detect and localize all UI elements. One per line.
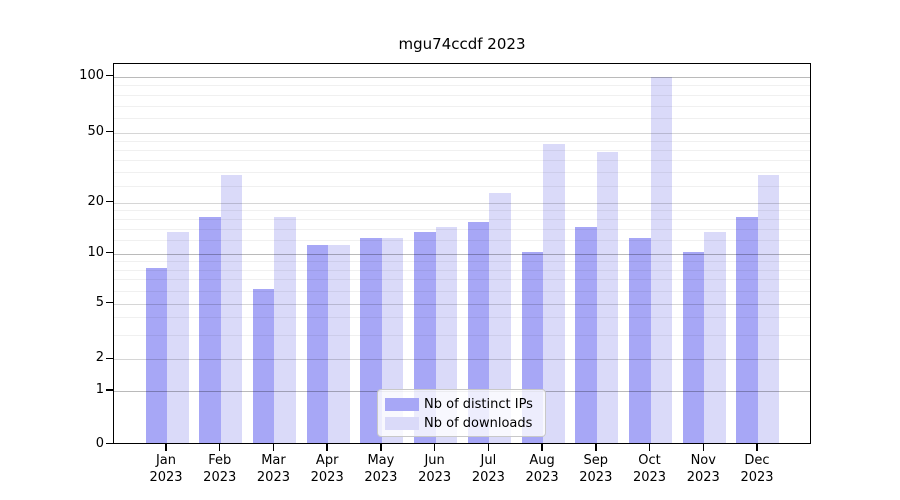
- y-tick: [106, 74, 113, 77]
- plot-area: [113, 63, 811, 444]
- gridline-minor: [114, 105, 810, 107]
- bar-downloads: [489, 193, 511, 443]
- bar-downloads: [328, 244, 350, 443]
- bar-downloads: [757, 175, 780, 443]
- gridline-major: [114, 132, 810, 134]
- legend: Nb of distinct IPs Nb of downloads: [377, 389, 546, 437]
- gridline-minor: [114, 279, 810, 281]
- bar-distinct-ips: [629, 238, 651, 443]
- y-tick: [106, 389, 113, 391]
- gridline-minor: [114, 334, 810, 336]
- y-tick: [106, 251, 113, 254]
- bar-downloads: [274, 217, 296, 443]
- x-tick: [648, 444, 651, 451]
- y-tick-label: 20: [87, 193, 104, 209]
- x-tick: [595, 444, 597, 451]
- gridline-major: [114, 76, 810, 78]
- x-tick-label: Jul 2023: [471, 453, 505, 485]
- x-tick: [326, 444, 328, 451]
- y-tick-label: 5: [95, 294, 104, 310]
- x-tick: [272, 444, 275, 451]
- gridline-minor: [114, 140, 810, 142]
- x-tick-label: Mar 2023: [256, 453, 290, 485]
- bar-downloads: [435, 226, 458, 443]
- x-tick-label: Dec 2023: [740, 453, 774, 485]
- y-tick-label: 2: [95, 350, 104, 366]
- legend-swatch-distinct-ips: [385, 398, 419, 411]
- legend-item-distinct-ips: Nb of distinct IPs: [385, 395, 537, 414]
- chart-title: mgu74ccdf 2023: [398, 35, 526, 53]
- x-tick: [380, 444, 382, 451]
- legend-item-downloads: Nb of downloads: [385, 414, 537, 433]
- legend-label-distinct-ips: Nb of distinct IPs: [424, 397, 533, 412]
- gridline-minor: [114, 261, 810, 263]
- legend-swatch-downloads: [385, 417, 419, 430]
- y-tick-label: 10: [87, 244, 104, 260]
- bar-distinct-ips: [736, 217, 758, 443]
- x-tick: [165, 444, 167, 451]
- x-tick-label: Aug 2023: [525, 453, 559, 485]
- x-tick-label: Jan 2023: [149, 453, 183, 485]
- bar-downloads: [596, 151, 619, 443]
- bar-distinct-ips: [199, 217, 221, 443]
- bar-downloads: [543, 144, 565, 443]
- bar-downloads: [650, 77, 673, 443]
- bar-distinct-ips: [306, 244, 329, 443]
- gridline-minor: [114, 240, 810, 242]
- legend-label-downloads: Nb of downloads: [424, 416, 533, 431]
- bar-downloads: [220, 175, 243, 443]
- gridline-major: [114, 202, 810, 204]
- y-tick: [106, 301, 113, 304]
- y-tick: [106, 200, 113, 203]
- x-tick: [541, 444, 543, 451]
- x-tick-label: Apr 2023: [310, 453, 344, 485]
- gridline-minor: [114, 317, 810, 319]
- y-tick-label: 1: [95, 382, 104, 397]
- gridline-minor: [114, 185, 810, 187]
- x-tick-label: Sep 2023: [579, 453, 613, 485]
- gridline-minor: [114, 219, 810, 221]
- bar-downloads: [704, 232, 726, 443]
- bar-distinct-ips: [467, 221, 490, 443]
- x-tick: [487, 444, 490, 451]
- gridline-minor: [114, 171, 810, 173]
- x-tick-label: Nov 2023: [686, 453, 720, 485]
- y-tick: [106, 442, 113, 445]
- gridline-minor: [114, 269, 810, 271]
- bar-distinct-ips: [682, 251, 705, 443]
- bar-distinct-ips: [252, 288, 275, 443]
- gridline-major: [114, 253, 810, 255]
- bar-downloads: [167, 232, 189, 443]
- x-tick: [756, 444, 758, 451]
- y-tick-label: 50: [87, 123, 104, 139]
- bar-distinct-ips: [145, 267, 167, 443]
- gridline-minor: [114, 149, 810, 151]
- gridline-minor: [114, 159, 810, 161]
- y-tick-label: 100: [79, 67, 104, 83]
- gridline-minor: [114, 117, 810, 119]
- x-tick-label: Feb 2023: [203, 453, 237, 485]
- gridline-minor: [114, 94, 810, 96]
- x-tick-label: Oct 2023: [632, 453, 667, 485]
- bar-distinct-ips: [360, 238, 382, 443]
- gridline-minor: [114, 210, 810, 212]
- bar-distinct-ips: [575, 226, 597, 443]
- x-tick-label: Jun 2023: [418, 453, 452, 485]
- y-tick-label: 0: [95, 435, 104, 451]
- x-tick-label: May 2023: [364, 453, 398, 485]
- x-tick: [218, 444, 221, 451]
- gridline-major: [114, 303, 810, 305]
- gridline-major: [114, 359, 810, 361]
- y-tick: [106, 357, 113, 360]
- gridline-minor: [114, 290, 810, 292]
- x-tick: [433, 444, 436, 451]
- y-tick: [106, 130, 113, 133]
- gridline-minor: [114, 85, 810, 87]
- gridline-minor: [114, 228, 810, 230]
- x-tick: [702, 444, 705, 451]
